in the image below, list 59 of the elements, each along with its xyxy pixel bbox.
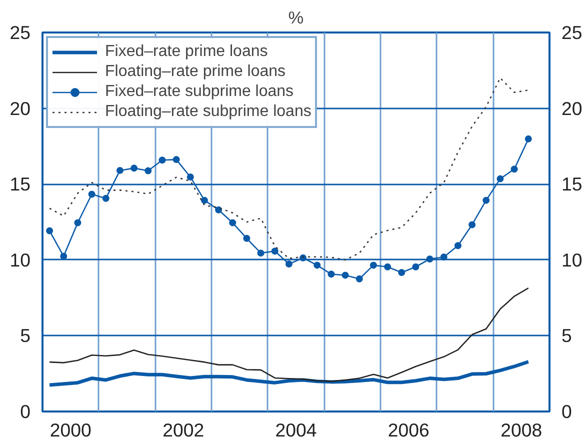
point [158, 156, 166, 164]
point [200, 196, 208, 204]
point [342, 272, 349, 279]
x-tick-label: 2004 [275, 420, 317, 440]
point [300, 254, 307, 262]
x-tick-label: 2006 [388, 420, 430, 440]
point [285, 260, 292, 268]
point [370, 262, 377, 269]
y-tick-label: 5 [20, 325, 31, 346]
y2-tick-label: 5 [562, 325, 572, 346]
point [426, 255, 434, 262]
point [130, 164, 138, 172]
legend-label: Fixed–rate prime loans [105, 43, 268, 61]
legend-label: Floating–rate prime loans [105, 63, 286, 81]
point [102, 194, 110, 202]
point [398, 268, 406, 276]
point [510, 166, 518, 173]
y2-tick-label: 20 [562, 98, 582, 119]
line-series [48, 287, 530, 382]
point [412, 263, 420, 270]
y-tick-label: 25 [10, 22, 31, 43]
point [468, 221, 476, 228]
y2-tick-label: 15 [562, 174, 582, 195]
point [496, 175, 504, 182]
point [186, 173, 194, 180]
legend-label: Fixed–rate subprime loans [105, 83, 294, 101]
point [454, 242, 462, 250]
point [60, 252, 68, 260]
point [46, 227, 54, 234]
point [328, 270, 335, 278]
legend-label: Floating–rate subprime loans [105, 103, 312, 121]
chart-title: % [288, 8, 304, 28]
point [257, 250, 264, 257]
y2-tick-label: 25 [562, 22, 582, 43]
x-tick-label: 2002 [162, 420, 204, 440]
y-tick-label: 15 [10, 174, 31, 195]
point [440, 254, 448, 261]
y2-tick-label: 0 [562, 401, 572, 422]
point [74, 219, 82, 226]
point [314, 262, 321, 269]
point [384, 263, 392, 270]
point [215, 206, 222, 214]
y-tick-label: 20 [10, 98, 31, 119]
line-series [48, 360, 530, 387]
point [524, 135, 532, 142]
x-tick-label: 2008 [500, 420, 542, 440]
point [144, 167, 152, 174]
point [172, 156, 180, 164]
x-tick-label: 2000 [50, 420, 92, 440]
point [356, 275, 363, 282]
point [116, 166, 124, 174]
point [271, 248, 278, 255]
y-tick-label: 0 [20, 401, 31, 422]
point [229, 219, 236, 226]
y2-tick-label: 10 [562, 249, 582, 270]
y-tick-label: 10 [10, 249, 31, 270]
point [88, 190, 96, 198]
point [482, 196, 490, 204]
point [243, 234, 250, 242]
